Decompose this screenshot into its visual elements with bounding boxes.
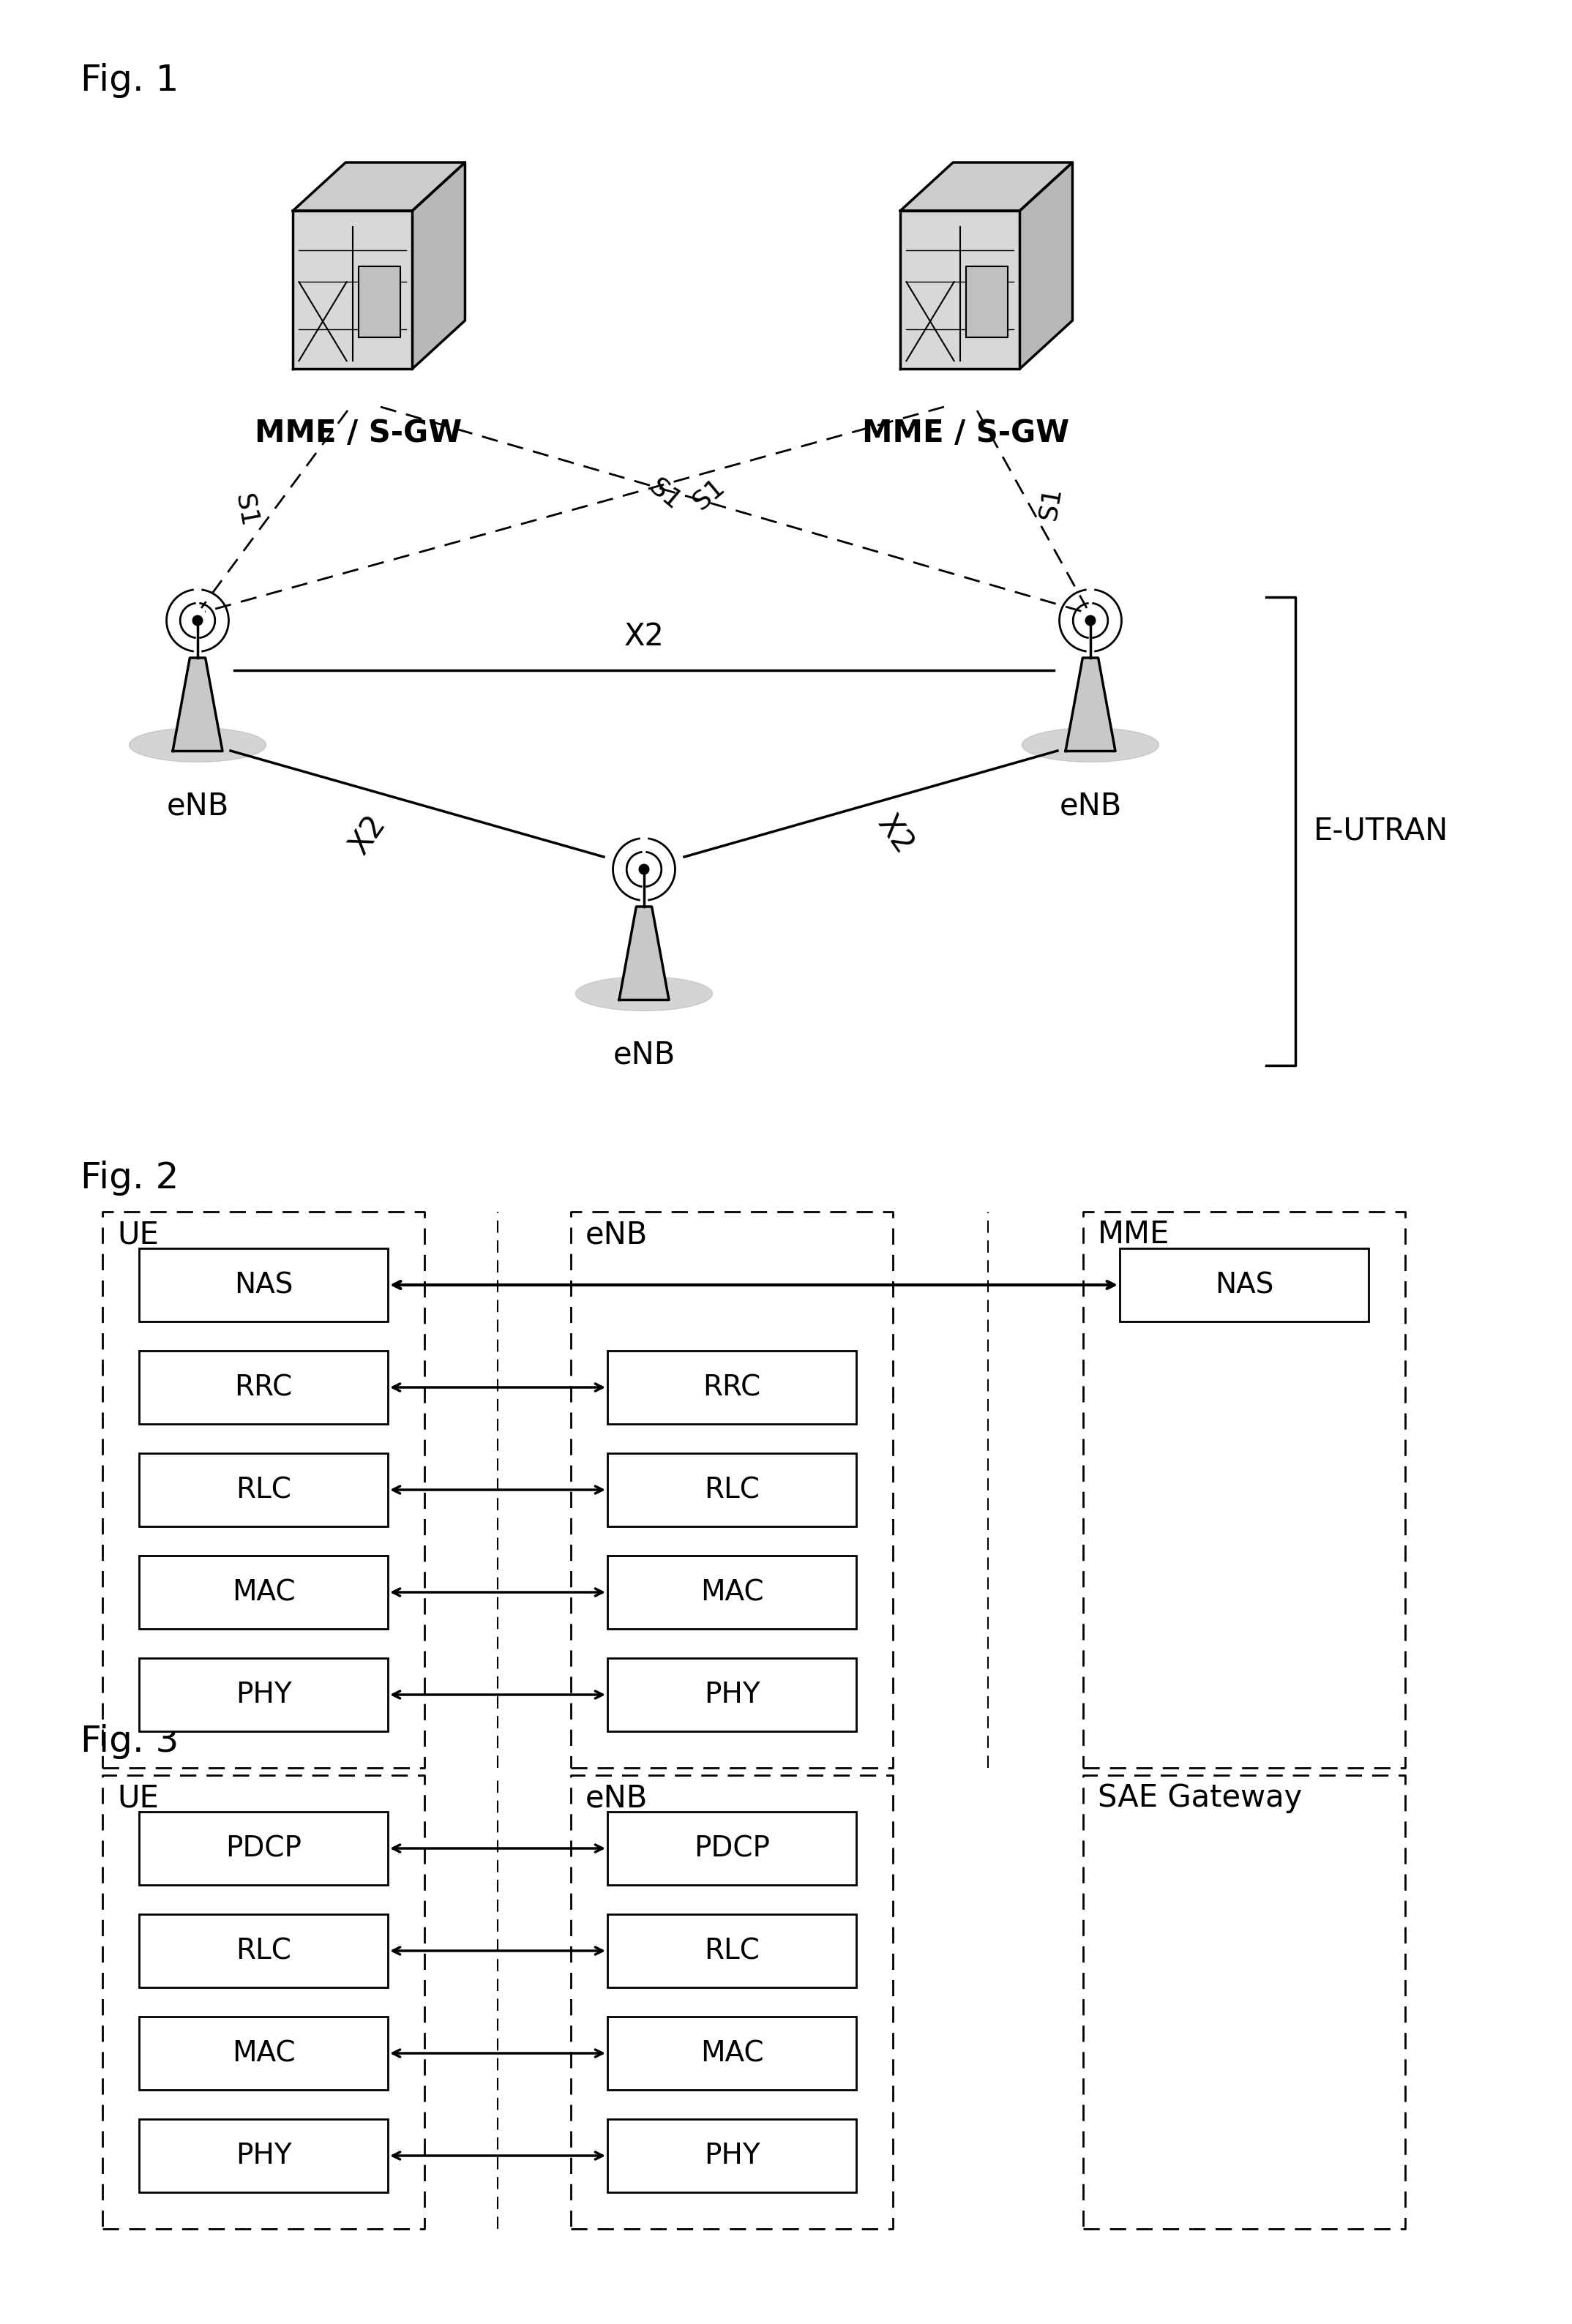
Polygon shape bbox=[412, 163, 465, 370]
Text: PHY: PHY bbox=[236, 1680, 291, 1708]
Bar bbox=[607, 2119, 857, 2192]
Text: X2: X2 bbox=[871, 809, 920, 860]
Polygon shape bbox=[1020, 163, 1072, 370]
Text: UE: UE bbox=[116, 1783, 159, 1813]
Bar bbox=[1119, 1248, 1369, 1322]
Bar bbox=[607, 1915, 857, 1987]
Text: PHY: PHY bbox=[704, 2143, 759, 2171]
Text: RLC: RLC bbox=[704, 1476, 759, 1504]
Circle shape bbox=[640, 865, 649, 874]
Text: S1: S1 bbox=[689, 474, 729, 514]
Text: E-UTRAN: E-UTRAN bbox=[1314, 816, 1448, 846]
Text: PDCP: PDCP bbox=[225, 1834, 302, 1862]
Bar bbox=[138, 1555, 388, 1629]
Text: RRC: RRC bbox=[234, 1373, 292, 1401]
Text: eNB: eNB bbox=[585, 1783, 648, 1813]
Text: eNB: eNB bbox=[613, 1039, 676, 1071]
Bar bbox=[138, 1657, 388, 1731]
Bar bbox=[607, 2017, 857, 2089]
Bar bbox=[138, 1350, 388, 1425]
Bar bbox=[607, 1350, 857, 1425]
Text: X2: X2 bbox=[344, 809, 391, 860]
Polygon shape bbox=[901, 163, 1072, 211]
Bar bbox=[138, 2017, 388, 2089]
Text: eNB: eNB bbox=[167, 790, 230, 823]
Bar bbox=[138, 1452, 388, 1527]
Bar bbox=[607, 1555, 857, 1629]
Text: UE: UE bbox=[116, 1220, 159, 1250]
Text: Fig. 3: Fig. 3 bbox=[80, 1724, 179, 1759]
Ellipse shape bbox=[129, 727, 266, 762]
Polygon shape bbox=[292, 211, 412, 370]
Bar bbox=[607, 1657, 857, 1731]
Text: MAC: MAC bbox=[700, 1578, 764, 1606]
Text: PDCP: PDCP bbox=[693, 1834, 770, 1862]
Text: SAE Gateway: SAE Gateway bbox=[1097, 1783, 1302, 1813]
Text: RLC: RLC bbox=[236, 1936, 291, 1964]
Text: MAC: MAC bbox=[700, 2040, 764, 2066]
Text: PHY: PHY bbox=[704, 1680, 759, 1708]
Text: NAS: NAS bbox=[234, 1271, 292, 1299]
Text: X2: X2 bbox=[624, 621, 663, 653]
Text: NAS: NAS bbox=[1215, 1271, 1273, 1299]
Polygon shape bbox=[173, 658, 223, 751]
Bar bbox=[138, 1813, 388, 1885]
Text: MME: MME bbox=[1097, 1220, 1170, 1250]
Text: RLC: RLC bbox=[704, 1936, 759, 1964]
Text: MME / S-GW: MME / S-GW bbox=[863, 418, 1069, 449]
Bar bbox=[607, 1452, 857, 1527]
Text: S1: S1 bbox=[1036, 483, 1066, 521]
Polygon shape bbox=[901, 211, 1020, 370]
Text: MAC: MAC bbox=[231, 2040, 296, 2066]
Ellipse shape bbox=[575, 976, 712, 1011]
Text: S1: S1 bbox=[645, 474, 685, 514]
Circle shape bbox=[193, 616, 203, 625]
Text: Fig. 2: Fig. 2 bbox=[80, 1160, 179, 1195]
Bar bbox=[607, 1813, 857, 1885]
Bar bbox=[138, 2119, 388, 2192]
Text: Fig. 1: Fig. 1 bbox=[80, 63, 179, 98]
Polygon shape bbox=[1066, 658, 1115, 751]
Bar bbox=[138, 1248, 388, 1322]
Text: PHY: PHY bbox=[236, 2143, 291, 2171]
Text: RLC: RLC bbox=[236, 1476, 291, 1504]
Text: RRC: RRC bbox=[703, 1373, 761, 1401]
Text: eNB: eNB bbox=[585, 1220, 648, 1250]
Polygon shape bbox=[967, 265, 1008, 337]
Text: S1: S1 bbox=[231, 493, 261, 530]
Polygon shape bbox=[358, 265, 401, 337]
Polygon shape bbox=[292, 163, 465, 211]
Text: MAC: MAC bbox=[231, 1578, 296, 1606]
Polygon shape bbox=[619, 906, 670, 999]
Text: eNB: eNB bbox=[1060, 790, 1122, 823]
Ellipse shape bbox=[1022, 727, 1159, 762]
Circle shape bbox=[1086, 616, 1096, 625]
Bar bbox=[138, 1915, 388, 1987]
Text: MME / S-GW: MME / S-GW bbox=[255, 418, 462, 449]
